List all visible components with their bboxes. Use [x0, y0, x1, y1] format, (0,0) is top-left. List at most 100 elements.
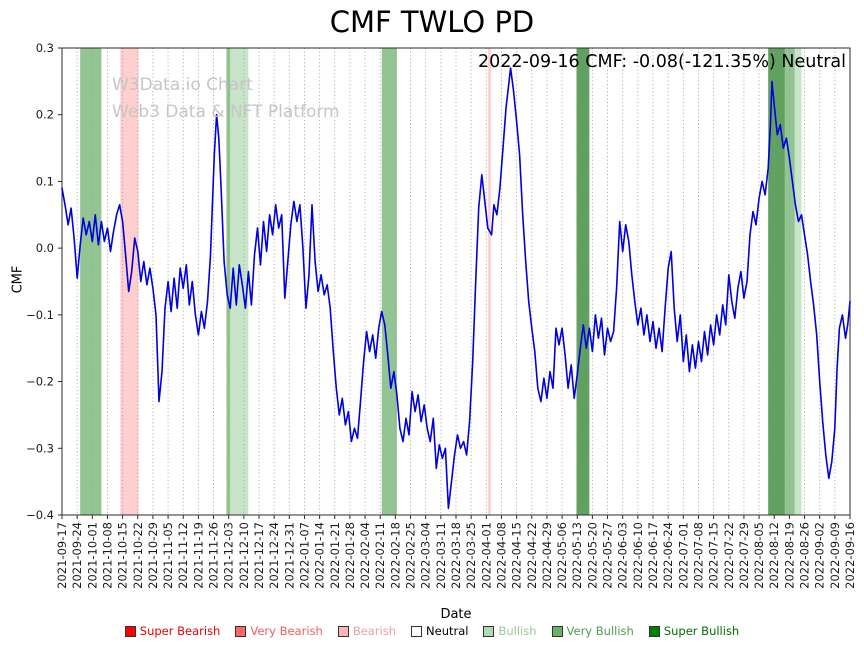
x-tick-label: 2022-04-29	[540, 522, 554, 589]
legend-item: Very Bullish	[551, 624, 634, 638]
x-tick-label: 2022-06-10	[631, 522, 645, 589]
y-tick-label: −0.4	[26, 508, 54, 522]
x-tick-label: 2022-03-18	[449, 522, 463, 589]
x-tick-label: 2022-01-07	[297, 522, 311, 589]
x-tick-label: 2021-10-08	[100, 522, 114, 589]
y-tick-label: −0.2	[26, 375, 54, 389]
x-tick-label: 2021-09-17	[55, 522, 69, 589]
watermark: W3Data.io Chart Web3 Data & NFT Platform	[112, 72, 340, 126]
legend: Super Bearish Very Bearish Bearish Neutral B…	[0, 624, 864, 638]
legend-label: Bullish	[498, 624, 537, 638]
x-tick-label: 2021-12-03	[222, 522, 236, 589]
x-tick-label: 2021-11-12	[176, 522, 190, 589]
x-tick-label: 2022-06-17	[646, 522, 660, 589]
x-tick-label: 2022-07-22	[722, 522, 736, 589]
x-tick-label: 2021-10-15	[116, 522, 130, 589]
x-tick-label: 2022-09-09	[828, 522, 842, 589]
x-tick-label: 2021-10-22	[131, 522, 145, 589]
legend-item: Super Bullish	[648, 624, 740, 638]
watermark-line-1: W3Data.io Chart	[112, 75, 253, 95]
watermark-line-2: Web3 Data & NFT Platform	[112, 102, 340, 123]
x-tick-label: 2022-04-01	[479, 522, 493, 589]
x-tick-label: 2021-12-17	[252, 522, 266, 589]
chart-title: CMF TWLO PD	[329, 5, 535, 39]
x-tick-label: 2022-06-03	[616, 522, 630, 589]
legend-label: Bearish	[352, 624, 397, 638]
legend-label: Very Bearish	[250, 624, 323, 638]
x-tick-label: 2021-12-31	[282, 522, 296, 589]
x-tick-label: 2022-09-16	[843, 522, 857, 589]
x-tick-label: 2022-04-22	[525, 522, 539, 589]
cmf-line-series	[61, 67, 851, 510]
x-tick-label: 2022-01-28	[343, 522, 357, 589]
x-tick-label: 2022-08-05	[752, 522, 766, 589]
x-tick-label: 2022-08-19	[782, 522, 796, 589]
signal-band-very_bullish	[226, 48, 231, 515]
legend-label: Super Bullish	[663, 624, 740, 638]
signal-band-super_bullish	[576, 48, 590, 515]
y-tick-label: −0.3	[26, 441, 54, 455]
legend-label: Super Bearish	[139, 624, 221, 638]
signal-band-bearish	[488, 48, 491, 515]
x-tick-label: 2021-11-19	[191, 522, 205, 589]
signal-band-bullish	[230, 48, 249, 515]
x-tick-label: 2021-11-26	[207, 522, 221, 589]
y-tick-label: −0.1	[26, 308, 54, 322]
x-tick-label: 2021-09-24	[70, 522, 84, 589]
signal-band-very_bullish	[784, 48, 795, 515]
x-tick-label: 2022-05-13	[570, 522, 584, 589]
x-tick-label: 2021-10-01	[85, 522, 99, 589]
y-tick-label: 0.2	[36, 108, 54, 122]
x-tick-label: 2021-12-10	[237, 522, 251, 589]
x-tick-label: 2022-02-04	[358, 522, 372, 589]
x-tick-label: 2021-12-24	[267, 522, 281, 589]
x-tick-label: 2022-01-14	[313, 522, 327, 589]
x-tick-label: 2022-02-18	[388, 522, 402, 589]
legend-swatch-icon	[337, 625, 349, 637]
signal-band-bullish	[794, 48, 802, 515]
y-tick-label: 0.3	[36, 41, 54, 55]
legend-label: Very Bullish	[566, 624, 634, 638]
signal-band-very_bullish	[80, 48, 102, 515]
x-axis-label: Date	[440, 607, 472, 622]
x-tick-label: 2022-07-29	[737, 522, 751, 589]
legend-swatch-icon	[648, 625, 660, 637]
legend-swatch-icon	[411, 625, 423, 637]
y-axis-label: CMF	[10, 265, 26, 294]
y-tick-label: 0.1	[36, 174, 54, 188]
x-tick-label: 2022-05-27	[601, 522, 615, 589]
x-tick-label: 2022-03-04	[419, 522, 433, 589]
x-tick-label: 2022-09-02	[813, 522, 827, 589]
legend-item: Super Bearish	[124, 624, 221, 638]
signal-band-super_bullish	[768, 48, 785, 515]
legend-swatch-icon	[551, 625, 563, 637]
x-tick-label: 2022-05-20	[585, 522, 599, 589]
x-tick-label: 2022-06-24	[661, 522, 675, 589]
x-tick-label: 2022-02-25	[404, 522, 418, 589]
legend-item: Bullish	[483, 624, 537, 638]
x-tick-label: 2022-03-11	[434, 522, 448, 589]
y-tick-label: 0.0	[36, 241, 54, 255]
x-tick-label: 2022-04-15	[510, 522, 524, 589]
legend-item: Very Bearish	[235, 624, 323, 638]
x-tick-label: 2022-07-08	[691, 522, 705, 589]
x-tick-label: 2022-02-11	[373, 522, 387, 589]
latest-value-annotation: 2022-09-16 CMF: -0.08(-121.35%) Neutral	[477, 52, 846, 72]
x-tick-label: 2022-08-12	[767, 522, 781, 589]
x-tick-label: 2022-05-06	[555, 522, 569, 589]
x-tick-label: 2022-03-25	[464, 522, 478, 589]
x-tick-label: 2022-07-01	[676, 522, 690, 589]
legend-swatch-icon	[235, 625, 247, 637]
legend-item: Bearish	[337, 624, 397, 638]
legend-label: Neutral	[426, 624, 469, 638]
x-tick-label: 2021-11-05	[161, 522, 175, 589]
legend-item: Neutral	[411, 624, 468, 638]
x-tick-label: 2022-07-15	[707, 522, 721, 589]
x-tick-label: 2021-10-29	[146, 522, 160, 589]
x-tick-label: 2022-08-26	[798, 522, 812, 589]
signal-band-very_bullish	[381, 48, 397, 515]
x-tick-label: 2022-01-21	[328, 522, 342, 589]
legend-swatch-icon	[483, 625, 495, 637]
